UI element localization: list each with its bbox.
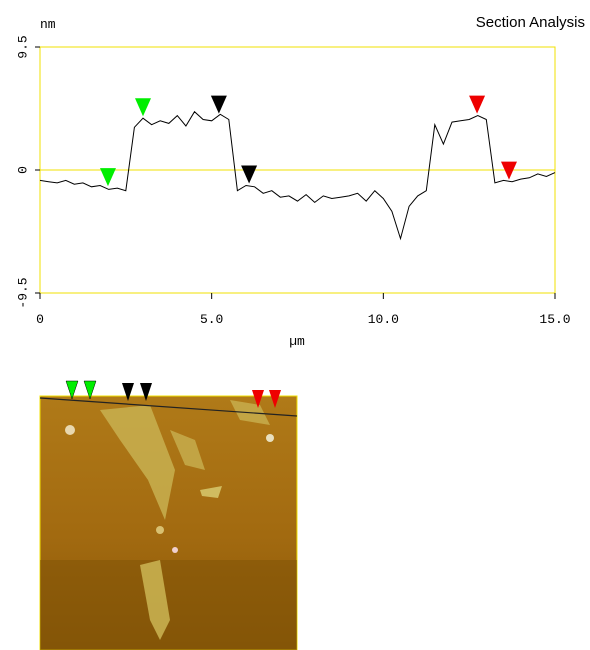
y-tick-label: -9.5	[15, 277, 30, 308]
cursor-marker	[469, 95, 486, 114]
cursor-marker	[99, 168, 116, 187]
x-tick-label: 15.0	[539, 312, 570, 327]
cursor-marker	[135, 98, 151, 117]
cursor-marker	[210, 95, 227, 114]
x-tick-label: 0	[36, 312, 44, 327]
cursor-marker	[241, 165, 258, 184]
x-tick-label: 5.0	[200, 312, 223, 327]
x-tick-label: 10.0	[368, 312, 399, 327]
x-axis-label: µm	[289, 334, 305, 349]
chart-title: Section Analysis	[476, 14, 585, 31]
plot: -9.5 0 9.5 0 5.0 10.0 15.0	[15, 35, 570, 327]
cursor-marker	[500, 161, 517, 180]
y-tick-label: 9.5	[15, 35, 30, 58]
y-tick-label: 0	[15, 166, 30, 174]
profile-line	[39, 110, 556, 241]
y-axis-label: nm	[40, 17, 56, 32]
afm-image	[39, 380, 298, 650]
